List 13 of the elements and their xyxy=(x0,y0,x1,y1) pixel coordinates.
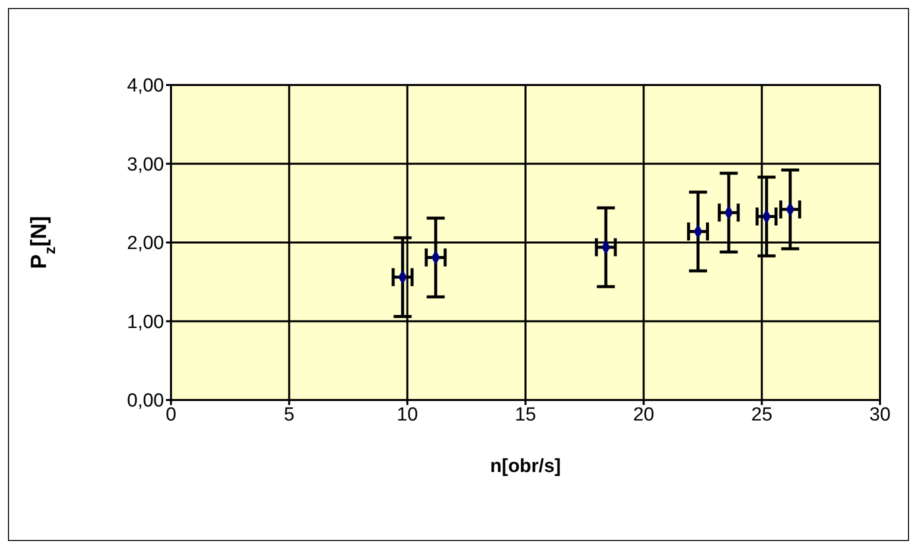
x-axis-title: n[obr/s] xyxy=(490,456,561,477)
y-tick-label: 2,00 xyxy=(127,233,164,254)
x-tick-label: 20 xyxy=(633,404,654,426)
y-tick-label: 4,00 xyxy=(127,76,164,97)
x-tick-label: 10 xyxy=(396,404,418,426)
x-tick-label: 0 xyxy=(166,404,176,426)
x-tick-label: 25 xyxy=(751,404,772,426)
y-tick-label: 0,00 xyxy=(127,390,164,412)
x-tick-label: 5 xyxy=(284,404,294,426)
y-tick-label: 3,00 xyxy=(127,154,164,176)
x-tick-label: 30 xyxy=(869,404,891,426)
y-tick-label: 1,00 xyxy=(127,312,164,333)
x-tick-label: 15 xyxy=(514,404,536,426)
